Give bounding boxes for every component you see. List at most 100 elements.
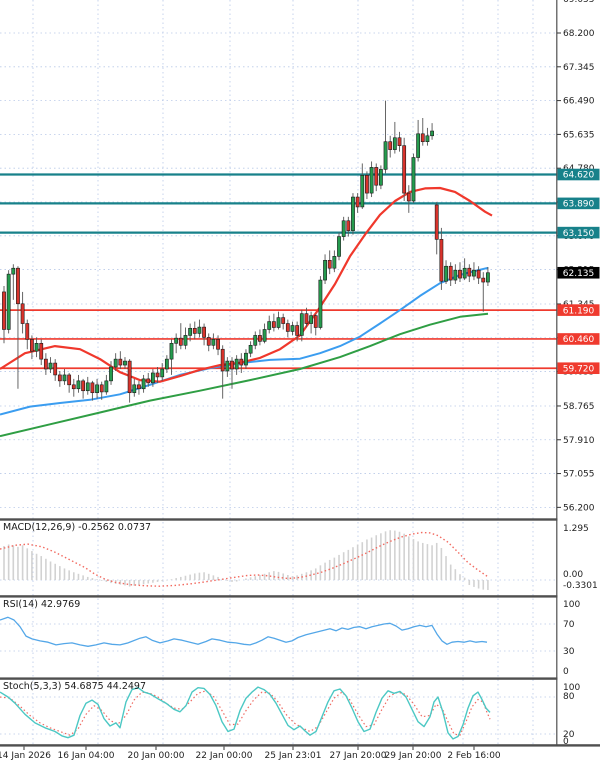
candle-body <box>20 303 25 324</box>
candle-body <box>341 220 346 237</box>
candle-body <box>290 325 295 332</box>
candle-body <box>216 339 220 350</box>
candle-body <box>109 366 113 382</box>
candle-body <box>397 137 402 146</box>
candle-body <box>327 259 332 269</box>
candle-body <box>206 337 211 346</box>
macd-label: MACD(12,26,9) -0.2562 0.0737 <box>3 522 152 533</box>
candle-body <box>57 374 62 382</box>
stoch-k-line <box>0 686 491 740</box>
candle-body <box>34 343 39 352</box>
candle-body <box>67 374 72 386</box>
candle-body <box>169 343 174 360</box>
candle-body <box>467 267 472 277</box>
price-tick-label: 69.055 <box>563 0 595 5</box>
date-tick-label: 16 Jan 04:00 <box>58 751 115 761</box>
candle-body <box>444 265 448 282</box>
candle-body <box>164 358 169 370</box>
candle-body <box>271 321 276 328</box>
candle-body <box>323 259 327 281</box>
price-tick-label: 67.345 <box>563 63 595 73</box>
candle-body <box>16 267 20 305</box>
candle-body <box>346 220 351 231</box>
candle-body <box>234 358 239 370</box>
candle-body <box>192 327 197 334</box>
candle-body <box>220 348 225 372</box>
candle-body <box>295 325 300 336</box>
candle-body <box>118 358 123 366</box>
price-badge <box>557 333 600 345</box>
candle-body <box>425 135 430 143</box>
candle-body <box>155 372 160 378</box>
date-tick-label: 29 Jan 20:00 <box>385 751 442 761</box>
candle-body <box>225 360 230 372</box>
macd-axis-label: 1.295 <box>563 524 589 534</box>
candle-body <box>104 380 109 393</box>
panel-separator <box>0 595 558 598</box>
price-tick-label: 66.490 <box>563 97 595 107</box>
candle-body <box>481 277 486 283</box>
date-tick-label: 22 Jan 00:00 <box>196 751 253 761</box>
candle-body <box>85 382 90 392</box>
candle-body <box>402 145 407 194</box>
rsi-line <box>0 616 488 647</box>
candle-body <box>95 384 99 394</box>
candle-body <box>434 204 439 240</box>
candle-body <box>355 196 360 208</box>
candle-body <box>53 362 58 376</box>
candle-body <box>369 167 374 194</box>
macd-axis-label: -0.3301 <box>563 581 598 591</box>
candle-body <box>253 335 258 346</box>
candle-body <box>202 326 206 338</box>
candle-body <box>197 326 202 334</box>
price-badge-label: 59.720 <box>563 364 595 374</box>
stoch-label: Stoch(5,3,3) 54.6875 44.2497 <box>3 681 147 692</box>
candle-body <box>71 384 76 390</box>
price-badge-label: 64.620 <box>563 171 595 181</box>
date-tick-label: 20 Jan 00:00 <box>128 751 185 761</box>
price-badge-label: 63.150 <box>563 229 595 239</box>
price-badge <box>557 362 600 375</box>
candle-body <box>146 378 151 384</box>
price-badge <box>557 304 600 316</box>
price-badge <box>557 168 600 181</box>
date-tick-label: 27 Jan 20:00 <box>330 751 387 761</box>
price-badge-label: 63.890 <box>563 200 595 210</box>
candle-body <box>285 323 290 332</box>
candle-body <box>411 157 416 202</box>
candle-body <box>351 196 355 231</box>
candle-body <box>262 329 267 342</box>
date-tick-label: 25 Jan 23:01 <box>265 751 322 761</box>
candle-body <box>378 169 383 186</box>
candle-body <box>309 315 313 324</box>
candle-body <box>486 272 490 283</box>
candle-body <box>239 358 244 366</box>
candle-body <box>132 384 137 394</box>
price-tick-label: 65.635 <box>563 130 595 140</box>
candle-body <box>123 360 127 366</box>
candle-body <box>383 141 388 170</box>
candle-body <box>462 267 467 279</box>
price-tick-label: 57.055 <box>563 470 595 480</box>
price-badge-label: 60.460 <box>563 335 595 345</box>
candle-body <box>430 130 434 137</box>
date-tick-label: 2 Feb 16:00 <box>447 751 501 761</box>
rsi-axis-label: 70 <box>563 620 575 630</box>
stoch-axis-label: 0 <box>563 737 569 747</box>
rsi-axis-label: 30 <box>563 647 575 657</box>
price-tick-label: 56.200 <box>563 503 595 513</box>
candle-body <box>90 382 95 394</box>
date-tick-label: 14 Jan 2026 <box>0 751 51 761</box>
candle-body <box>141 378 146 390</box>
candle-body <box>420 133 425 143</box>
ma-slow-green-line <box>0 312 489 438</box>
panel-separator <box>0 744 600 747</box>
candle-body <box>39 343 44 360</box>
candle-body <box>448 265 453 281</box>
ma-mid-blue-line <box>0 266 489 416</box>
candle-body <box>99 384 104 393</box>
candle-body <box>43 358 48 370</box>
price-badge <box>557 197 600 210</box>
